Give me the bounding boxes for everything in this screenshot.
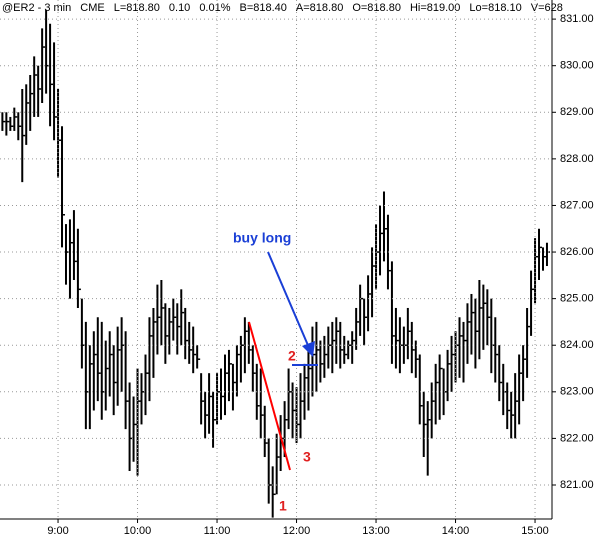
- annotation: 2: [288, 348, 296, 364]
- y-tick-label: 826.00: [560, 246, 594, 258]
- x-tick-label: 10:00: [124, 525, 152, 537]
- y-tick-label: 822.00: [560, 432, 594, 444]
- header-text: @ER2 - 3 min: [2, 2, 71, 14]
- x-tick-label: 14:00: [442, 525, 470, 537]
- y-tick-label: 828.00: [560, 153, 594, 165]
- header-text: A=818.80: [296, 2, 343, 14]
- x-tick-label: 12:00: [283, 525, 311, 537]
- y-tick-label: 831.00: [560, 13, 594, 25]
- header-text: B=818.40: [240, 2, 287, 14]
- annotation: 1: [279, 498, 287, 514]
- header: @ER2 - 3 min CME L=818.80 0.10 0.01% B=818.40…: [2, 2, 563, 14]
- header-text: Hi=819.00: [410, 2, 460, 14]
- header-text: L=818.80: [114, 2, 160, 14]
- header-text: 0.10: [169, 2, 190, 14]
- header-text: V=628: [531, 2, 563, 14]
- y-tick-label: 824.00: [560, 339, 594, 351]
- header-text: 0.01%: [199, 2, 230, 14]
- header-text: CME: [80, 2, 104, 14]
- y-tick-label: 825.00: [560, 293, 594, 305]
- y-tick-label: 829.00: [560, 106, 594, 118]
- x-tick-label: 15:00: [521, 525, 549, 537]
- header-text: O=818.80: [352, 2, 401, 14]
- arrow-shaft: [267, 251, 311, 351]
- x-tick-label: 13:00: [362, 525, 390, 537]
- annotation: buy long: [233, 230, 291, 246]
- y-tick-label: 830.00: [560, 60, 594, 72]
- y-tick-label: 821.00: [560, 479, 594, 491]
- x-tick-label: 11:00: [204, 525, 231, 537]
- y-tick-label: 827.00: [560, 199, 594, 211]
- trend-line: [248, 321, 291, 471]
- y-tick-label: 823.00: [560, 386, 594, 398]
- arrow-head: [302, 341, 315, 357]
- x-tick-label: 9:00: [47, 525, 68, 537]
- annotation: 3: [303, 449, 311, 465]
- header-text: Lo=818.10: [469, 2, 521, 14]
